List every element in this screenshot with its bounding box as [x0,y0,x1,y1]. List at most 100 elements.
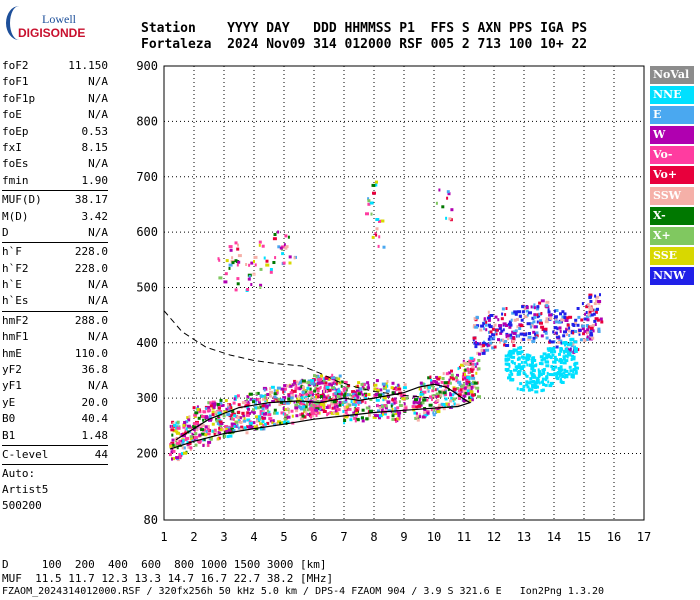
echo-point [203,437,206,441]
echo-point [204,425,208,429]
echo-point [262,386,267,390]
echo-point [237,403,241,407]
echo-point [246,411,250,415]
echo-point [237,426,241,430]
echo-point [504,354,508,358]
echo-point [287,410,290,414]
echo-point [203,410,207,414]
echo-point [250,261,254,265]
echo-point [563,375,566,379]
echo-point [231,261,235,265]
echo-point [308,383,312,387]
param-row-b1: B1 1.48 [2,428,108,444]
echo-point [193,429,196,433]
echo-point [531,340,536,343]
echo-point [275,389,279,393]
echo-point [450,397,454,400]
echo-point [286,384,290,388]
echo-point [305,412,308,416]
param-label: hmF1 [2,330,29,344]
echo-point [506,358,510,361]
echo-point [375,398,380,402]
echo-point [313,400,316,403]
y-tick-label: 400 [136,336,158,350]
echo-point [533,315,537,319]
echo-point [554,372,559,376]
echo-point [591,336,595,340]
echo-point [568,365,572,369]
echo-point [210,436,213,439]
echo-point [384,406,388,410]
param-row-yf2: yF2 36.8 [2,362,108,378]
echo-point [320,378,322,382]
echo-point [233,414,237,418]
echo-point [562,349,567,353]
echo-point [586,335,589,339]
echo-point [310,397,313,401]
echo-point [359,387,363,391]
echo-point [569,350,573,354]
echo-point [377,409,380,413]
echo-point [578,329,582,332]
echo-point [457,397,461,400]
echo-point [577,330,581,334]
echo-point [375,218,380,221]
echo-point [447,371,451,375]
echo-point [313,374,316,378]
echo-point [279,246,283,250]
echo-point [414,398,418,402]
echo-point [431,384,434,388]
param-value: N/A [88,225,108,239]
echo-point [217,436,221,440]
param-value: 36.8 [81,363,109,377]
echo-point [565,327,569,331]
echo-point [415,414,419,418]
echo-point [523,360,528,364]
logo-line2: DIGISONDE [18,26,86,40]
echo-point [229,430,232,434]
echo-point [361,416,364,420]
echo-point [281,421,286,425]
echo-point [338,401,342,404]
echo-point [357,401,362,405]
echo-point [500,329,504,333]
echo-point [413,411,417,415]
echo-point [573,355,576,359]
echo-point [287,235,290,239]
echo-point [456,373,459,377]
echo-point [488,314,491,318]
echo-point [391,398,395,402]
param-value: 228.0 [74,261,108,275]
echo-point [343,419,347,422]
echo-point [549,316,553,320]
echo-point [466,389,471,393]
echo-point [369,409,373,413]
echo-point [517,363,521,367]
echo-point [296,397,299,401]
echo-point [332,411,335,415]
echo-point [251,410,254,414]
echo-point [285,245,289,249]
echo-point [272,237,277,241]
echo-point [444,397,448,401]
echo-point [532,320,536,324]
echo-point [505,344,510,347]
echo-point [421,415,426,419]
echo-point [266,421,270,425]
echo-point [511,361,514,365]
echo-point [427,389,430,393]
echo-point [551,353,555,357]
echo-point [547,380,550,384]
param-row-yf1: yF1 N/A [2,378,108,394]
echo-point [559,365,563,369]
echo-point [181,452,184,456]
echo-point [528,311,532,315]
echo-point [257,415,261,419]
echo-point [390,402,394,406]
echo-point [328,396,331,400]
legend-item-noval: NoVal [650,66,694,84]
echo-point [436,387,439,391]
echo-point [435,388,438,392]
echo-point [242,414,246,418]
echo-point [306,402,308,406]
